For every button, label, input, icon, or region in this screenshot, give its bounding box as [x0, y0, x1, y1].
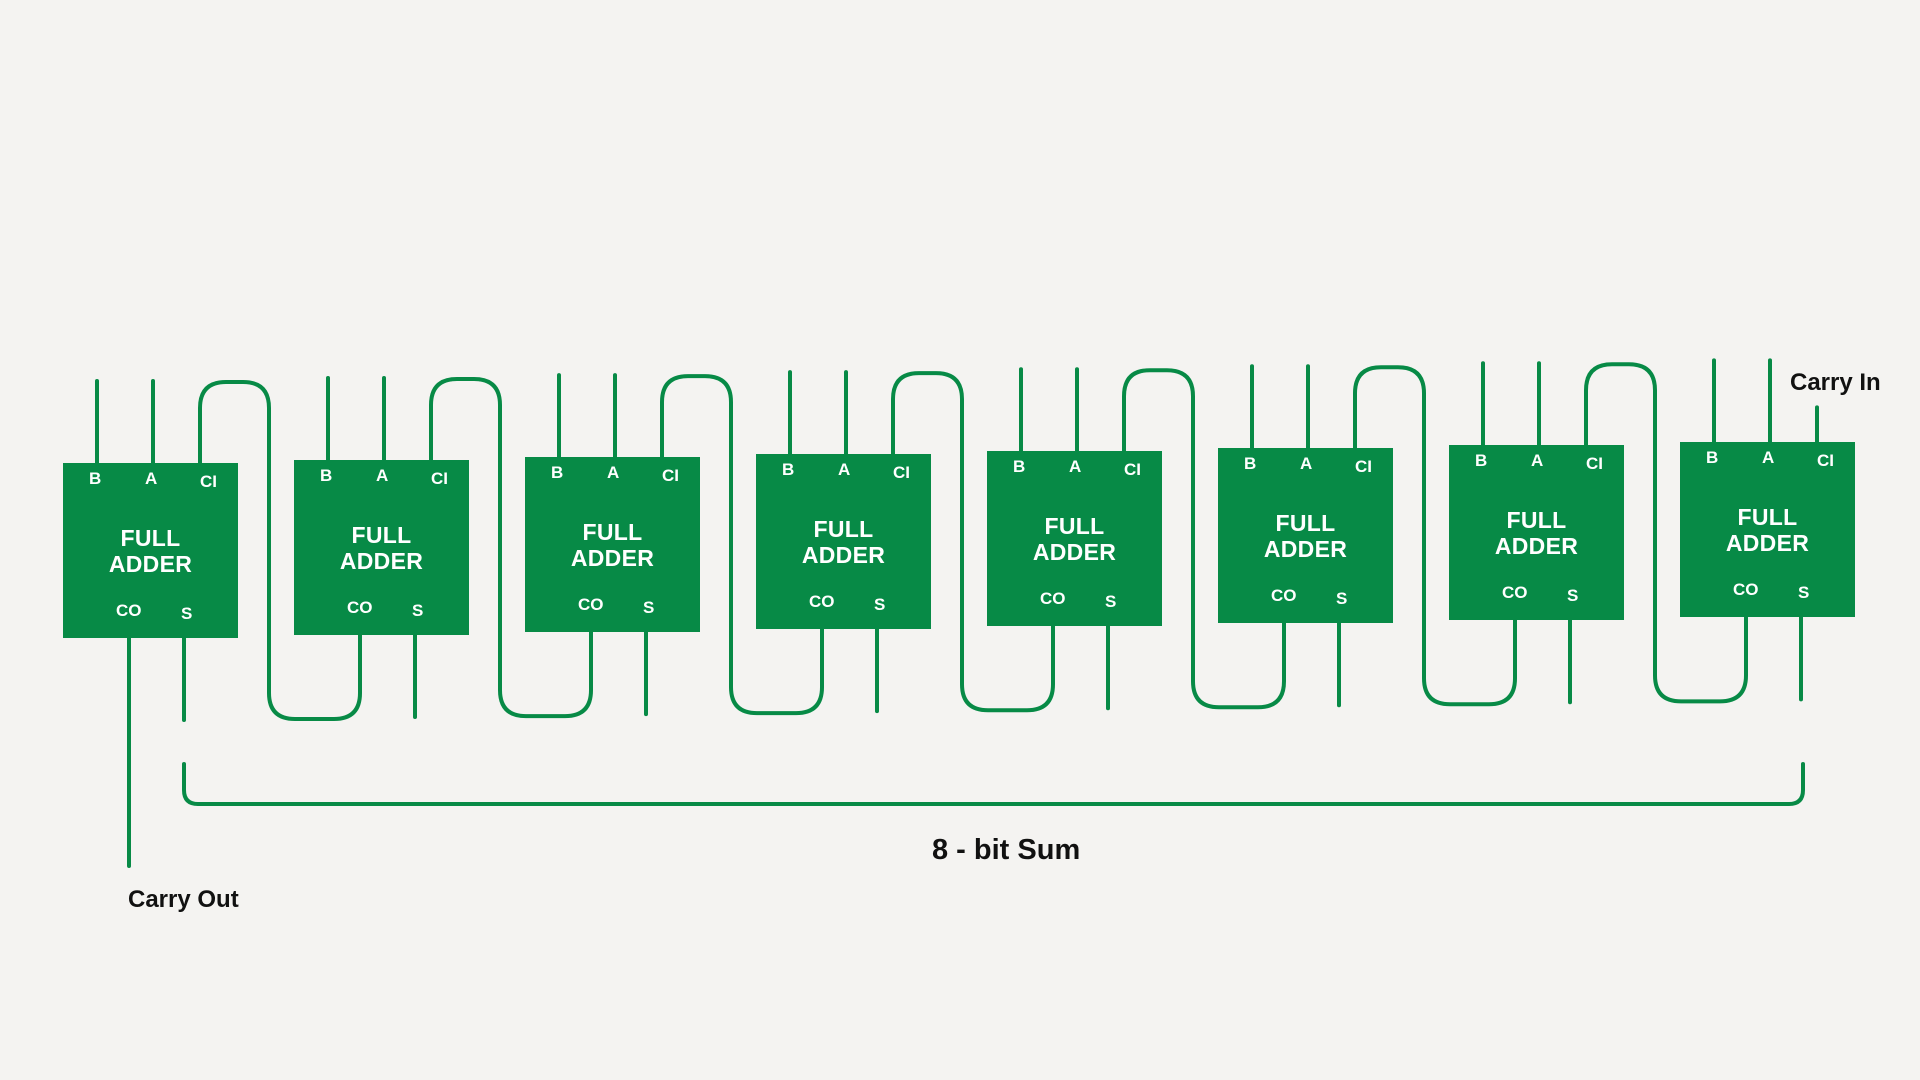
- pin-label-co: CO: [1271, 586, 1297, 606]
- adder-title-line2: ADDER: [1725, 530, 1810, 557]
- pin-label-a: A: [1531, 451, 1544, 471]
- pin-label-co: CO: [809, 592, 835, 612]
- adder-title-line2: ADDER: [1032, 539, 1117, 566]
- pin-label-co: CO: [116, 601, 142, 620]
- pin-label-a: A: [1300, 454, 1313, 474]
- pin-label-a: A: [376, 466, 389, 486]
- pin-label-s: S: [1105, 592, 1117, 612]
- pin-label-a: A: [1762, 448, 1775, 468]
- adder-title-line2: ADDER: [108, 551, 193, 577]
- adder-title: FULL ADDER: [63, 525, 238, 577]
- adder-title-line1: FULL: [582, 519, 643, 546]
- pin-label-a: A: [1069, 457, 1082, 477]
- carry-chain-wire-4: [891, 371, 1055, 713]
- pin-label-ci: CI: [662, 466, 679, 486]
- carry-out-label: Carry Out: [128, 886, 239, 913]
- adder-title-line2: ADDER: [1494, 533, 1579, 560]
- full-adder-1: B A CI CO S FULL ADDER: [63, 463, 238, 638]
- full-adder-5: B A CI CO S FULL ADDER: [987, 451, 1162, 627]
- pin-label-b: B: [320, 466, 333, 486]
- carry-chain-wire-7: [1584, 362, 1748, 704]
- full-adder-8: B A CI CO S FULL ADDER: [1680, 442, 1855, 618]
- pin-label-ci: CI: [1817, 451, 1834, 471]
- pin-label-ci: CI: [431, 469, 448, 489]
- full-adder-4: B A CI CO S FULL ADDER: [756, 454, 931, 630]
- adder-title-line2: ADDER: [1263, 536, 1348, 563]
- pin-label-co: CO: [1733, 580, 1759, 600]
- adder-title-line1: FULL: [1275, 510, 1336, 537]
- pin-label-s: S: [412, 601, 424, 621]
- adder-title-line2: ADDER: [801, 542, 886, 569]
- pin-label-co: CO: [347, 598, 373, 618]
- pin-label-b: B: [89, 469, 102, 488]
- pin-label-ci: CI: [1355, 457, 1372, 477]
- adder-title-line1: FULL: [1044, 513, 1105, 540]
- pin-label-s: S: [643, 598, 655, 618]
- adder-title: FULL ADDER: [1449, 507, 1624, 559]
- carry-chain-wire-6: [1353, 365, 1517, 707]
- pin-label-b: B: [1706, 448, 1719, 468]
- sum-bracket: [182, 762, 1805, 806]
- pin-label-s: S: [874, 595, 886, 615]
- pin-label-a: A: [145, 469, 158, 488]
- adder-title-line1: FULL: [1506, 507, 1567, 534]
- adder-title: FULL ADDER: [294, 522, 469, 574]
- adder-title: FULL ADDER: [1680, 504, 1855, 556]
- adder-title-line2: ADDER: [339, 548, 424, 575]
- adder-title-line1: FULL: [120, 525, 181, 551]
- pin-label-a: A: [607, 463, 620, 483]
- full-adder-3: B A CI CO S FULL ADDER: [525, 457, 700, 633]
- pin-label-ci: CI: [893, 463, 910, 483]
- carry-in-label: Carry In: [1790, 369, 1881, 396]
- carry-chain-wire-2: [429, 377, 593, 719]
- carry-chain-wire-3: [660, 374, 824, 716]
- sum-label: 8 - bit Sum: [932, 834, 1081, 866]
- pin-label-ci: CI: [1124, 460, 1141, 480]
- full-adder-2: B A CI CO S FULL ADDER: [294, 460, 469, 636]
- pin-label-s: S: [1567, 586, 1579, 606]
- adder-title: FULL ADDER: [987, 513, 1162, 565]
- pin-label-b: B: [551, 463, 564, 483]
- pin-label-co: CO: [1040, 589, 1066, 609]
- pin-label-co: CO: [1502, 583, 1528, 603]
- adder-title: FULL ADDER: [525, 519, 700, 571]
- pin-label-b: B: [782, 460, 795, 480]
- adder-title-line2: ADDER: [570, 545, 655, 572]
- pin-label-ci: CI: [1586, 454, 1603, 474]
- carry-chain-wire-5: [1122, 368, 1286, 710]
- full-adder-6: B A CI CO S FULL ADDER: [1218, 448, 1393, 624]
- adder-title: FULL ADDER: [1218, 510, 1393, 562]
- pin-label-s: S: [1336, 589, 1348, 609]
- adder-title: FULL ADDER: [756, 516, 931, 568]
- pin-label-b: B: [1244, 454, 1257, 474]
- full-adder-7: B A CI CO S FULL ADDER: [1449, 445, 1624, 621]
- pin-label-a: A: [838, 460, 851, 480]
- carry-chain-wire-1: [198, 380, 362, 722]
- pin-label-co: CO: [578, 595, 604, 615]
- pin-label-ci: CI: [200, 472, 217, 491]
- adder-title-line1: FULL: [351, 522, 412, 549]
- pin-label-b: B: [1013, 457, 1026, 477]
- adder-title-line1: FULL: [813, 516, 874, 543]
- adder-title-line1: FULL: [1737, 504, 1798, 531]
- pin-label-b: B: [1475, 451, 1488, 471]
- pin-label-s: S: [181, 604, 193, 623]
- pin-label-s: S: [1798, 583, 1810, 603]
